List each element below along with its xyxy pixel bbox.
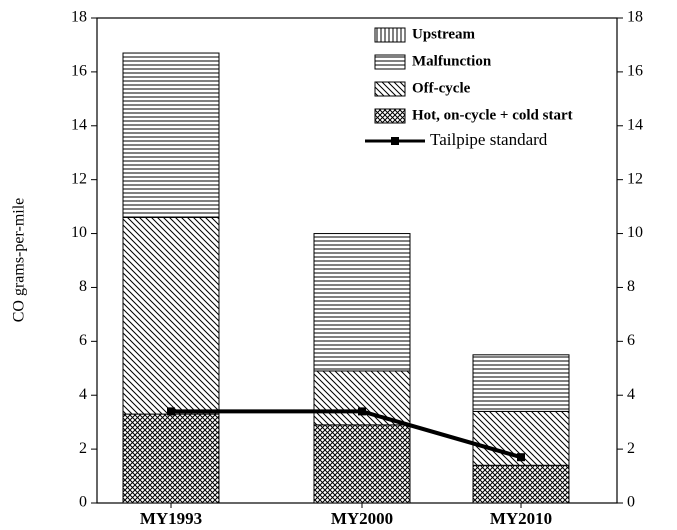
bar-segment — [122, 52, 220, 218]
legend-label: Upstream — [412, 26, 476, 42]
y2-tick-label: 14 — [627, 116, 643, 133]
y2-tick-label: 2 — [627, 440, 635, 457]
legend-swatch — [374, 81, 406, 97]
legend-label: Hot, on-cycle + cold start — [412, 107, 573, 123]
legend-label: Tailpipe standard — [430, 130, 548, 149]
y2-tick-label: 6 — [627, 332, 635, 349]
y-tick-label: 2 — [79, 440, 87, 457]
legend-marker — [391, 137, 399, 145]
y-tick-label: 18 — [71, 9, 87, 26]
y2-tick-label: 8 — [627, 278, 635, 295]
legend-swatch — [374, 108, 406, 124]
y2-tick-label: 12 — [627, 170, 643, 187]
y2-tick-label: 4 — [627, 386, 635, 403]
y2-tick-label: 18 — [627, 9, 643, 26]
legend-label: Off-cycle — [412, 80, 471, 96]
y-tick-label: 16 — [71, 63, 87, 80]
bar-segment — [313, 370, 411, 426]
bar-segment — [313, 233, 411, 372]
y-tick-label: 4 — [79, 386, 87, 403]
legend-swatch — [374, 54, 406, 70]
line-marker — [517, 453, 525, 462]
line-marker — [167, 407, 175, 416]
y2-tick-label: 0 — [627, 494, 635, 511]
bar-segment — [122, 413, 220, 504]
bar-segment — [472, 354, 570, 412]
y-tick-label: 8 — [79, 278, 87, 295]
y-tick-label: 12 — [71, 170, 87, 187]
y-tick-label: 10 — [71, 224, 87, 241]
legend-label: Malfunction — [412, 53, 492, 69]
y-tick-label: 0 — [79, 494, 87, 511]
bar-segment — [313, 424, 411, 504]
line-marker — [358, 407, 366, 416]
y-tick-label: 6 — [79, 332, 87, 349]
x-tick-label: MY2000 — [331, 509, 393, 528]
legend-swatch — [374, 27, 406, 43]
y-tick-label: 14 — [71, 116, 87, 133]
y2-tick-label: 16 — [627, 63, 643, 80]
x-tick-label: MY1993 — [140, 509, 202, 528]
bar-segment — [472, 464, 570, 504]
bar-segment — [122, 216, 220, 415]
y-axis-label: CO grams-per-mile — [11, 198, 28, 323]
y2-tick-label: 10 — [627, 224, 643, 241]
x-tick-label: MY2010 — [490, 509, 552, 528]
